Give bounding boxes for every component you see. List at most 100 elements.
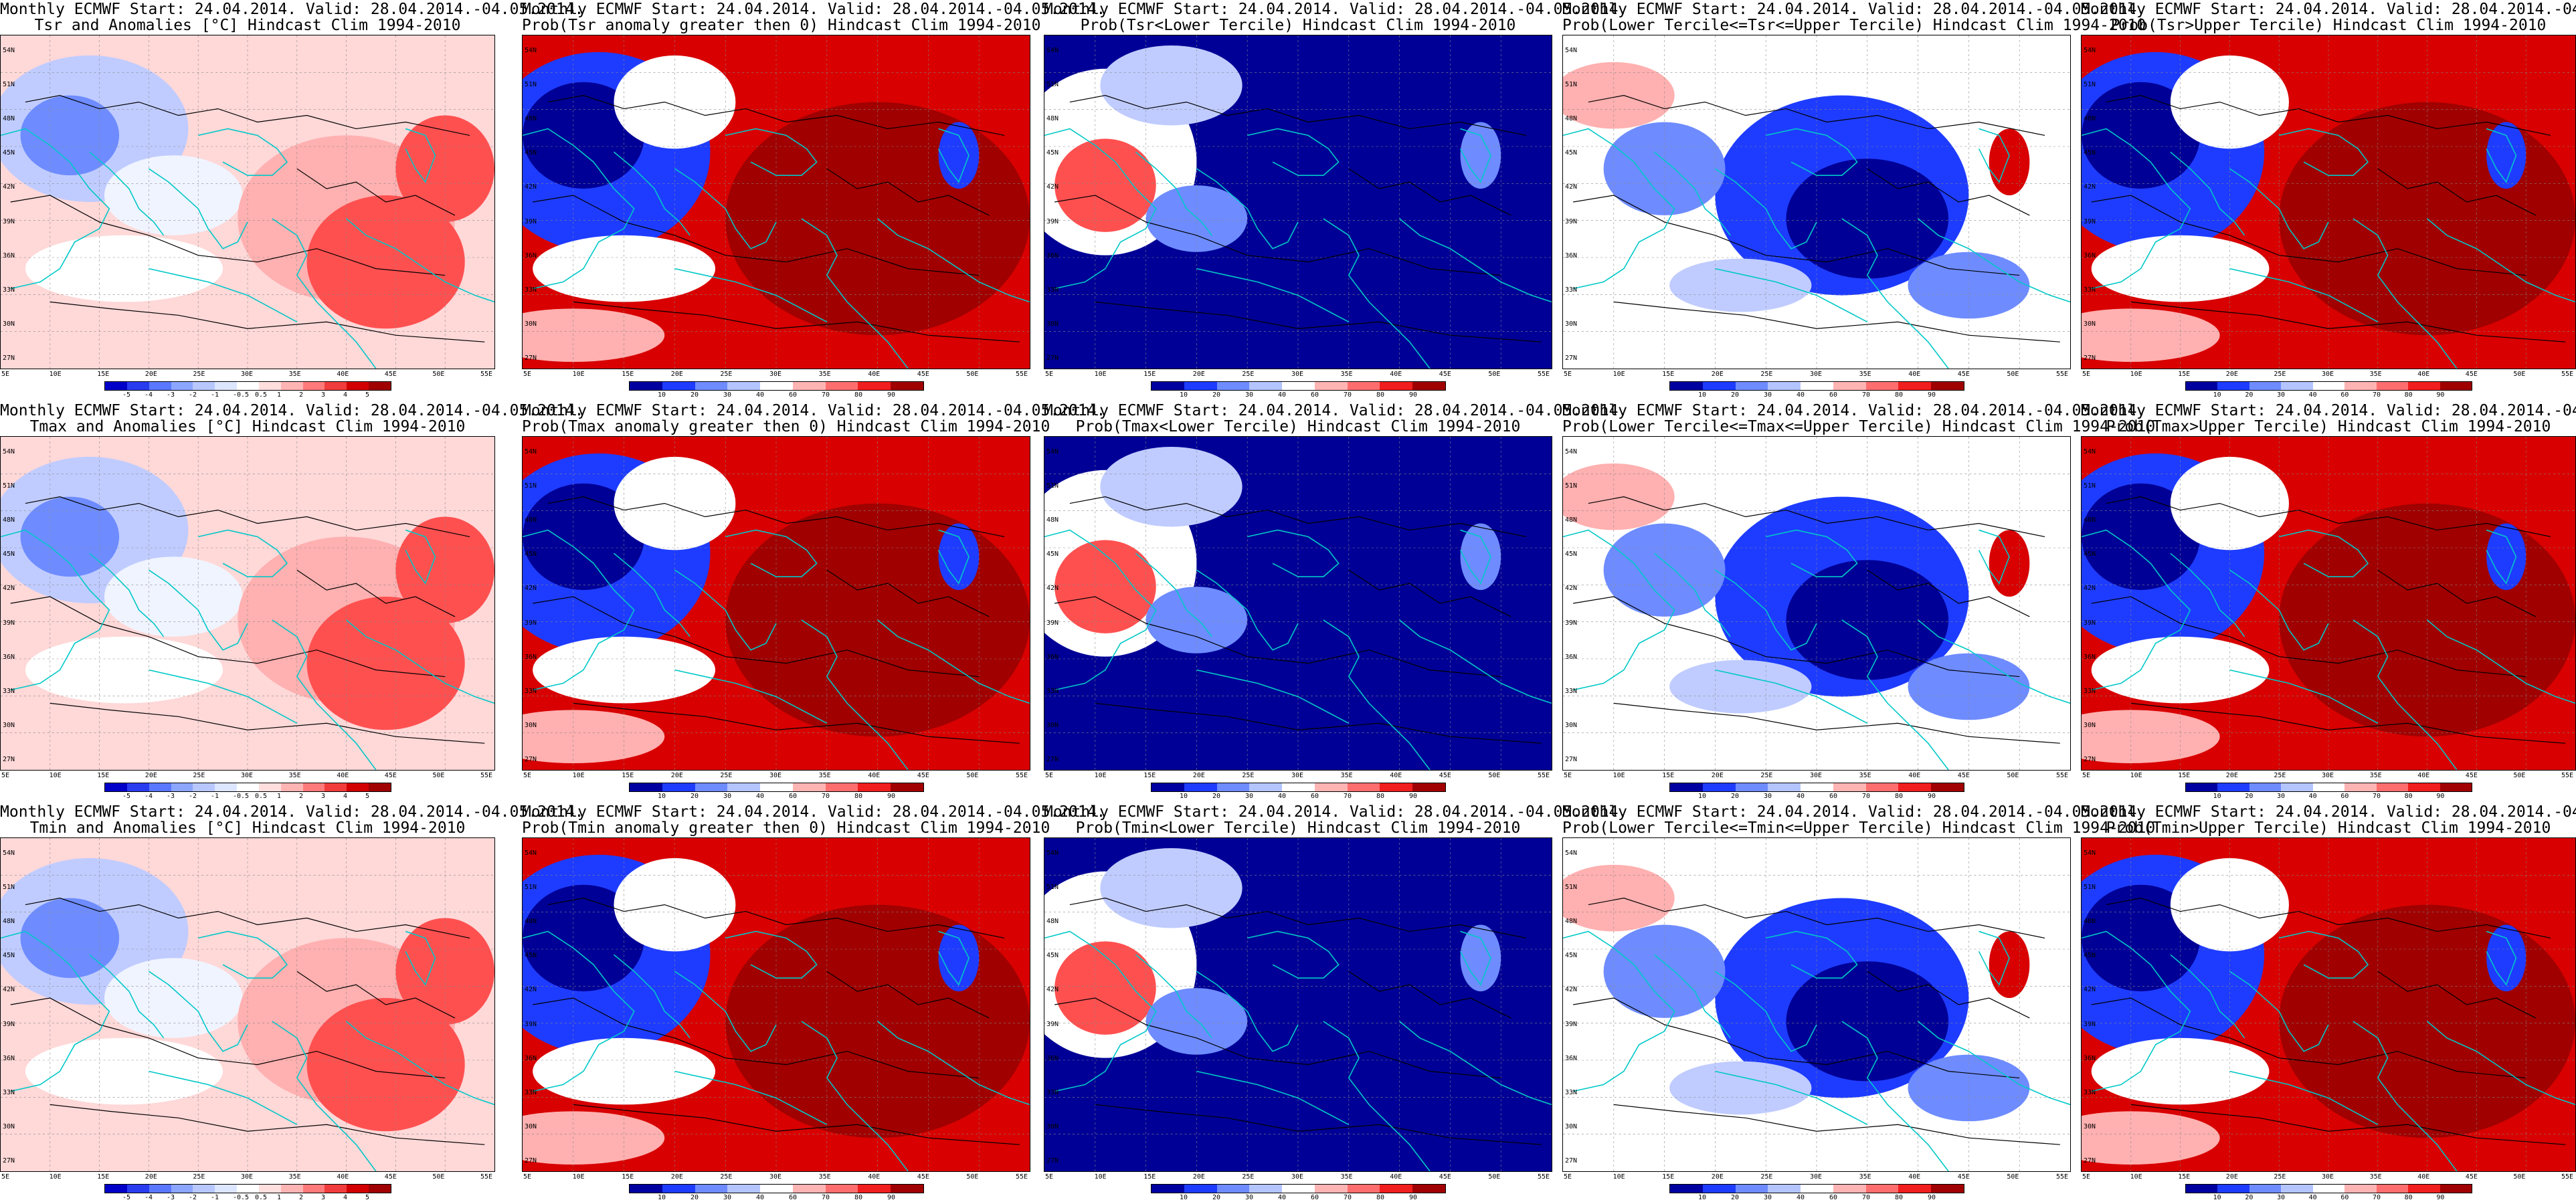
map-area xyxy=(1044,35,1552,369)
contour-line xyxy=(2377,569,2537,617)
lat-label: 33N xyxy=(1565,1088,1578,1096)
coastline xyxy=(801,1021,909,1171)
contour-line xyxy=(2130,702,2566,744)
contour-line xyxy=(25,898,470,938)
map-area xyxy=(0,35,495,369)
colorbar-tick: 40 xyxy=(756,391,765,399)
lon-label: 45E xyxy=(917,772,929,779)
lon-label: 15E xyxy=(1143,371,1156,378)
lon-label: 50E xyxy=(2513,371,2526,378)
lon-label: 25E xyxy=(1242,772,1255,779)
map-area xyxy=(522,837,1030,1172)
field-shading xyxy=(2486,523,2526,591)
contour-line xyxy=(2106,898,2551,938)
lat-label: 39N xyxy=(2084,1020,2096,1028)
coastline xyxy=(1247,128,1340,176)
lat-label: 27N xyxy=(1565,1157,1578,1165)
coastline xyxy=(198,529,288,577)
coastline xyxy=(346,218,494,303)
lon-label: 5E xyxy=(1045,772,1054,779)
colorbar-tick: 70 xyxy=(1862,793,1871,800)
coastline xyxy=(1918,1021,2070,1106)
map-area xyxy=(0,436,495,771)
colorbar-swatch xyxy=(126,1185,149,1193)
colorbar-swatch xyxy=(858,1185,891,1193)
coastline xyxy=(1563,930,1675,1092)
colorbar-swatch xyxy=(1249,1185,1283,1193)
colorbar-tick: 80 xyxy=(1376,1194,1385,1201)
coastline xyxy=(523,529,635,691)
colorbar-tick: 60 xyxy=(1829,1194,1838,1201)
colorbar-tick: 40 xyxy=(1797,793,1805,800)
colorbar-swatch xyxy=(1282,783,1315,791)
colorbar-swatch xyxy=(1184,382,1217,390)
lon-label: 55E xyxy=(1538,371,1550,378)
field-shading xyxy=(1669,1061,1812,1115)
lat-label: 27N xyxy=(3,756,15,763)
lon-label: 20E xyxy=(670,1173,683,1181)
colorbar-tick: -0.5 xyxy=(233,793,250,800)
coastline xyxy=(272,1021,377,1171)
lon-label: 55E xyxy=(480,371,493,378)
field-shading xyxy=(523,82,644,189)
lat-label: 54N xyxy=(2084,47,2096,54)
colorbar-tick: 40 xyxy=(756,1194,765,1201)
panel-title-line1: Monthly ECMWF Start: 24.04.2014. Valid: … xyxy=(1044,402,1628,419)
colorbar-swatch xyxy=(280,783,303,791)
colorbar-tick: 30 xyxy=(1764,391,1772,399)
colorbar-swatch xyxy=(1347,783,1380,791)
colorbar-tick: 10 xyxy=(1698,1194,1707,1201)
colorbar-swatch xyxy=(347,1185,369,1193)
lat-label: 27N xyxy=(1046,355,1059,362)
lon-label: 15E xyxy=(1662,772,1675,779)
colorbar-tick: -4 xyxy=(145,793,153,800)
panel-title-line2: Prob(Lower Tercile<=Tmin<=Upper Tercile)… xyxy=(1562,819,2156,837)
panel-title-line2: Prob(Lower Tercile<=Tsr<=Upper Tercile) … xyxy=(1562,17,2146,34)
panel-title-line2: Prob(Tmin anomaly greater then 0) Hindca… xyxy=(522,819,1050,837)
colorbar-swatch xyxy=(2249,382,2282,390)
lat-label: 48N xyxy=(1565,918,1578,926)
field-shading xyxy=(2486,122,2526,189)
field-shading xyxy=(1054,941,1156,1035)
colorbar-swatch xyxy=(2376,382,2409,390)
coastline xyxy=(2229,971,2329,1052)
coastline xyxy=(1563,128,1675,290)
lat-label: 39N xyxy=(1046,619,1059,627)
colorbar-tick: 10 xyxy=(658,391,666,399)
colorbar-swatch xyxy=(1735,1185,1768,1193)
lat-label: 39N xyxy=(3,217,15,225)
lon-label: 20E xyxy=(145,772,157,779)
lon-label: 5E xyxy=(1045,1173,1054,1181)
field-shading xyxy=(1908,1054,2030,1122)
lat-label: 30N xyxy=(525,1122,537,1130)
lon-label: 35E xyxy=(1859,371,1871,378)
coastline xyxy=(613,151,691,236)
field-shading xyxy=(1908,252,2030,319)
lat-label: 48N xyxy=(1046,516,1059,524)
field-shading xyxy=(1603,122,1726,215)
coastline xyxy=(2427,1021,2575,1106)
colorbar-swatch xyxy=(2312,1185,2345,1193)
colorbar-swatch xyxy=(2217,382,2249,390)
coastline xyxy=(198,930,288,979)
colorbar-tick: -3 xyxy=(167,391,175,399)
contour-line xyxy=(547,496,1005,537)
coastline xyxy=(2353,619,2458,770)
contour-line xyxy=(1588,95,2045,136)
map-area xyxy=(1044,837,1552,1172)
coastline xyxy=(674,268,828,322)
coastline xyxy=(148,168,248,249)
colorbar-tick: -0.5 xyxy=(233,391,250,399)
coastline xyxy=(405,930,436,986)
lon-label: 30E xyxy=(769,772,782,779)
colorbar-tick: 10 xyxy=(658,793,666,800)
coastline xyxy=(725,128,818,176)
field-shading xyxy=(1054,138,1156,232)
lat-label: 42N xyxy=(1046,585,1059,593)
coastline xyxy=(1247,529,1340,577)
lon-label: 35E xyxy=(1340,1173,1353,1181)
map-panel: Monthly ECMWF Start: 24.04.2014. Valid: … xyxy=(1562,803,2156,1204)
coastline xyxy=(801,619,909,770)
lat-label: 48N xyxy=(525,918,537,926)
map-area xyxy=(1044,436,1552,771)
